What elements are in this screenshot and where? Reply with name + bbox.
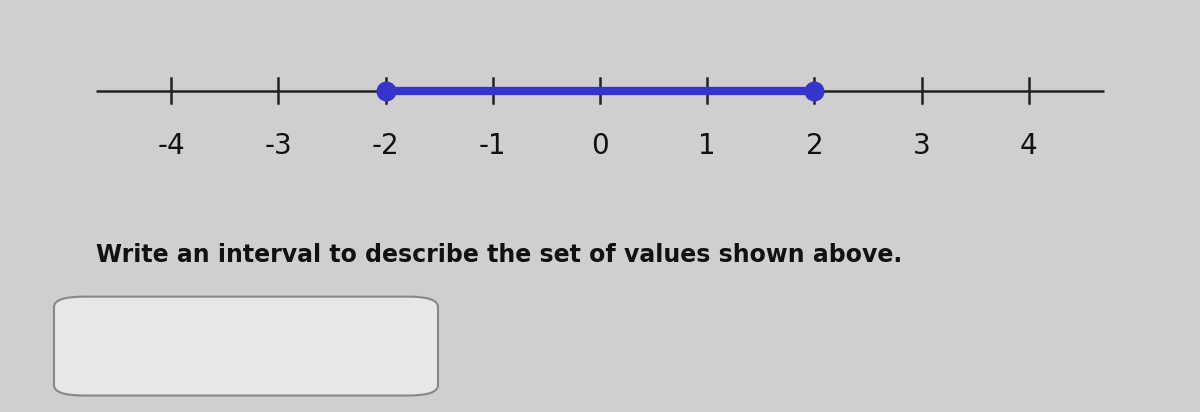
Text: -2: -2 — [372, 132, 400, 160]
FancyBboxPatch shape — [54, 297, 438, 396]
Point — [376, 87, 395, 94]
Text: Write an interval to describe the set of values shown above.: Write an interval to describe the set of… — [96, 243, 902, 267]
Text: 0: 0 — [592, 132, 608, 160]
Text: -3: -3 — [264, 132, 292, 160]
Text: -1: -1 — [479, 132, 506, 160]
Text: 1: 1 — [698, 132, 716, 160]
Point — [805, 87, 824, 94]
Text: 3: 3 — [913, 132, 930, 160]
Text: -4: -4 — [157, 132, 185, 160]
Text: 4: 4 — [1020, 132, 1038, 160]
Text: 2: 2 — [805, 132, 823, 160]
